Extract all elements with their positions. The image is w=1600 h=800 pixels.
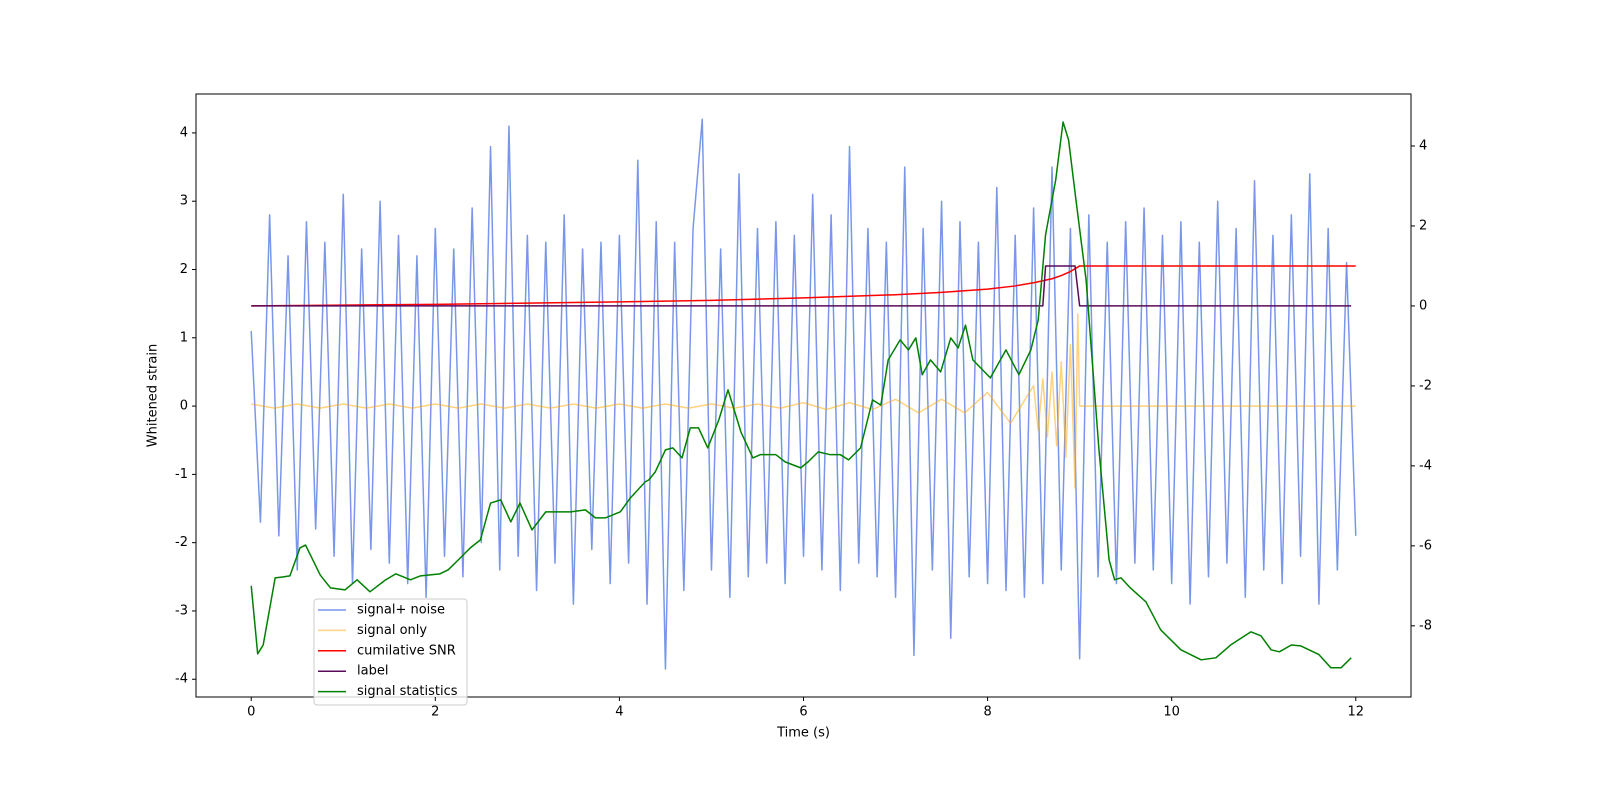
y-axis-label: Whitened strain (146, 344, 161, 447)
y-tick-label: 2 (180, 262, 188, 277)
y-tick-label: 3 (180, 194, 188, 209)
y-tick-label: 0 (180, 399, 188, 414)
legend-label: cumilative SNR (357, 643, 456, 658)
legend: signal+ noise signal only cumilative SNR la… (313, 598, 468, 706)
series-line (250, 121, 1352, 669)
x-tick-label: 2 (431, 705, 439, 720)
y-tick-label: -2 (175, 535, 188, 550)
series-line (251, 265, 1352, 307)
x-tick-label: 10 (1163, 705, 1180, 720)
legend-label: signal only (357, 623, 427, 638)
y2-tick-label: 2 (1419, 218, 1427, 233)
y2-tick-label: -2 (1419, 378, 1432, 393)
x-axis-label: Time (s) (776, 726, 830, 741)
legend-label: signal statistics (357, 684, 458, 699)
legend-box (313, 598, 468, 706)
plot-area (250, 118, 1357, 670)
series-line (251, 313, 1356, 489)
x-tick-label: 6 (799, 705, 807, 720)
y-tick-label: 4 (180, 125, 188, 140)
legend-label: signal+ noise (357, 603, 445, 618)
x-tick-label: 0 (247, 705, 255, 720)
x-tick-label: 12 (1347, 705, 1364, 720)
x-tick-label: 8 (983, 705, 991, 720)
series-line (251, 265, 1356, 307)
y-tick-label: -3 (175, 603, 188, 618)
y2-tick-label: -6 (1419, 538, 1432, 553)
series-line (250, 118, 1357, 670)
y-tick-label: 1 (180, 330, 188, 345)
y-tick-label: -1 (175, 467, 188, 482)
legend-label: label (357, 664, 388, 679)
y2-tick-label: -8 (1419, 618, 1432, 633)
y2-tick-label: -4 (1419, 458, 1432, 473)
y-tick-label: -4 (175, 672, 188, 687)
y2-tick-label: 0 (1419, 298, 1427, 313)
x-tick-label: 4 (615, 705, 623, 720)
y2-tick-label: 4 (1419, 138, 1427, 153)
